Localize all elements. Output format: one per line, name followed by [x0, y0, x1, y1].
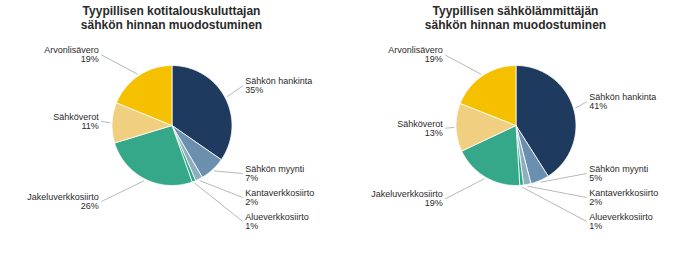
svg-text:Sähkön hankinta35%: Sähkön hankinta35% [245, 76, 312, 95]
svg-text:Sähkön myynti7%: Sähkön myynti7% [245, 164, 304, 183]
svg-text:Jakeluverkkosiirto19%: Jakeluverkkosiirto19% [371, 189, 443, 208]
svg-text:Sähköverot13%: Sähköverot13% [397, 119, 443, 138]
html-text:Tyypillisen sähkölämmittäjän s: Tyypillisen sähkölämmittäjän sähkön hinn… [424, 4, 607, 32]
svg-text:Arvonlisävero19%: Arvonlisävero19% [388, 45, 443, 64]
svg-text:Kantaverkkosiirto2%: Kantaverkkosiirto2% [245, 188, 314, 207]
svg-text:Sähkön hankinta41%: Sähkön hankinta41% [589, 92, 656, 111]
html-text:Tyypillisen kotitalouskuluttaj: Tyypillisen kotitalouskuluttajan sähkön … [80, 4, 263, 32]
svg-text:Kantaverkkosiirto2%: Kantaverkkosiirto2% [589, 188, 658, 207]
svg-text:Alueverkkosiirto1%: Alueverkkosiirto1% [245, 212, 309, 231]
svg-text:Arvonlisävero19%: Arvonlisävero19% [44, 45, 99, 64]
svg-text:Alueverkkosiirto1%: Alueverkkosiirto1% [589, 212, 653, 231]
svg-text:Sähkön myynti5%: Sähkön myynti5% [589, 164, 648, 183]
svg-text:Jakeluverkkosiirto26%: Jakeluverkkosiirto26% [27, 192, 99, 211]
svg-text:Sähköverot11%: Sähköverot11% [53, 112, 99, 131]
